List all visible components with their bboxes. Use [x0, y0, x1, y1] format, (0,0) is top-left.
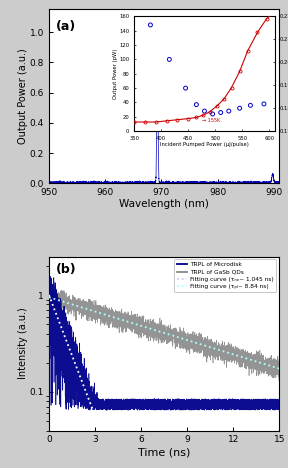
Text: (b): (b) — [56, 263, 77, 277]
Text: → 155K: → 155K — [202, 118, 220, 123]
Y-axis label: Output Power (a.u.): Output Power (a.u.) — [18, 49, 28, 144]
X-axis label: Time (ns): Time (ns) — [138, 447, 190, 457]
Legend: TRPL of Microdisk, TRPL of GaSb QDs, Fitting curve (τₙₑ~ 1.045 ns), Fitting curv: TRPL of Microdisk, TRPL of GaSb QDs, Fit… — [174, 259, 276, 292]
X-axis label: Wavelength (nm): Wavelength (nm) — [119, 198, 209, 209]
Text: (a): (a) — [56, 20, 76, 33]
Y-axis label: Intensity (a.u.): Intensity (a.u.) — [18, 307, 28, 380]
